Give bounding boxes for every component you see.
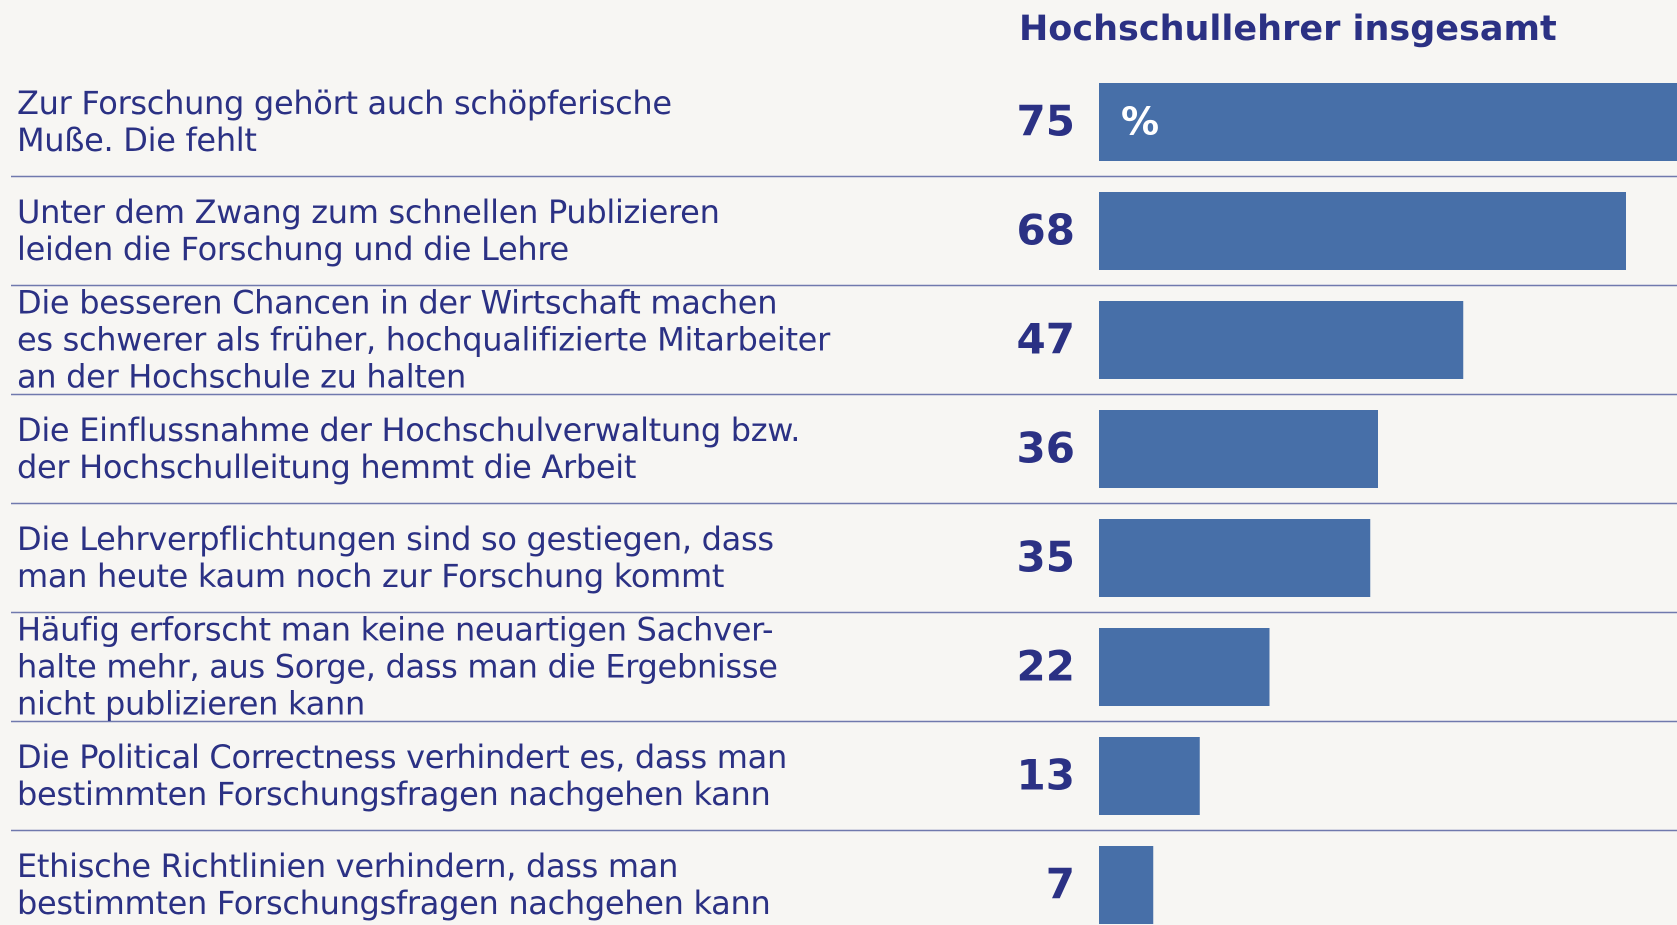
category-label: Ethische Richtlinien verhindern, dass ma… [17,847,771,922]
category-label: Zur Forschung gehört auch schöpferische … [17,84,672,159]
category-label: Unter dem Zwang zum schnellen Publiziere… [17,193,720,268]
category-label: Die Lehrverpflichtungen sind so gestiege… [17,520,774,595]
bar [1099,519,1371,597]
bar [1099,83,1677,161]
value-label: 13 [1017,751,1075,800]
value-label: 35 [1017,533,1075,582]
category-label: Die Einflussnahme der Hochschulverwaltun… [17,411,801,486]
value-label: 7 [1046,860,1075,909]
category-label: Die Political Correctness verhindert es,… [17,738,787,813]
unit-label: % [1121,100,1159,144]
value-label: 75 [1017,97,1075,146]
value-label: 68 [1017,206,1075,255]
chart-title: Hochschullehrer insgesamt [1019,9,1557,49]
category-label: Die besseren Chancen in der Wirtschaft m… [17,283,830,396]
bar [1099,410,1378,488]
bar [1099,846,1154,924]
bar [1099,737,1200,815]
category-label: Häufig erforscht man keine neuartigen Sa… [17,610,778,723]
bar [1099,301,1464,379]
value-label: 47 [1017,315,1075,364]
value-label: 36 [1017,424,1075,473]
bar [1099,192,1626,270]
bar [1099,628,1270,706]
value-label: 22 [1017,642,1075,691]
